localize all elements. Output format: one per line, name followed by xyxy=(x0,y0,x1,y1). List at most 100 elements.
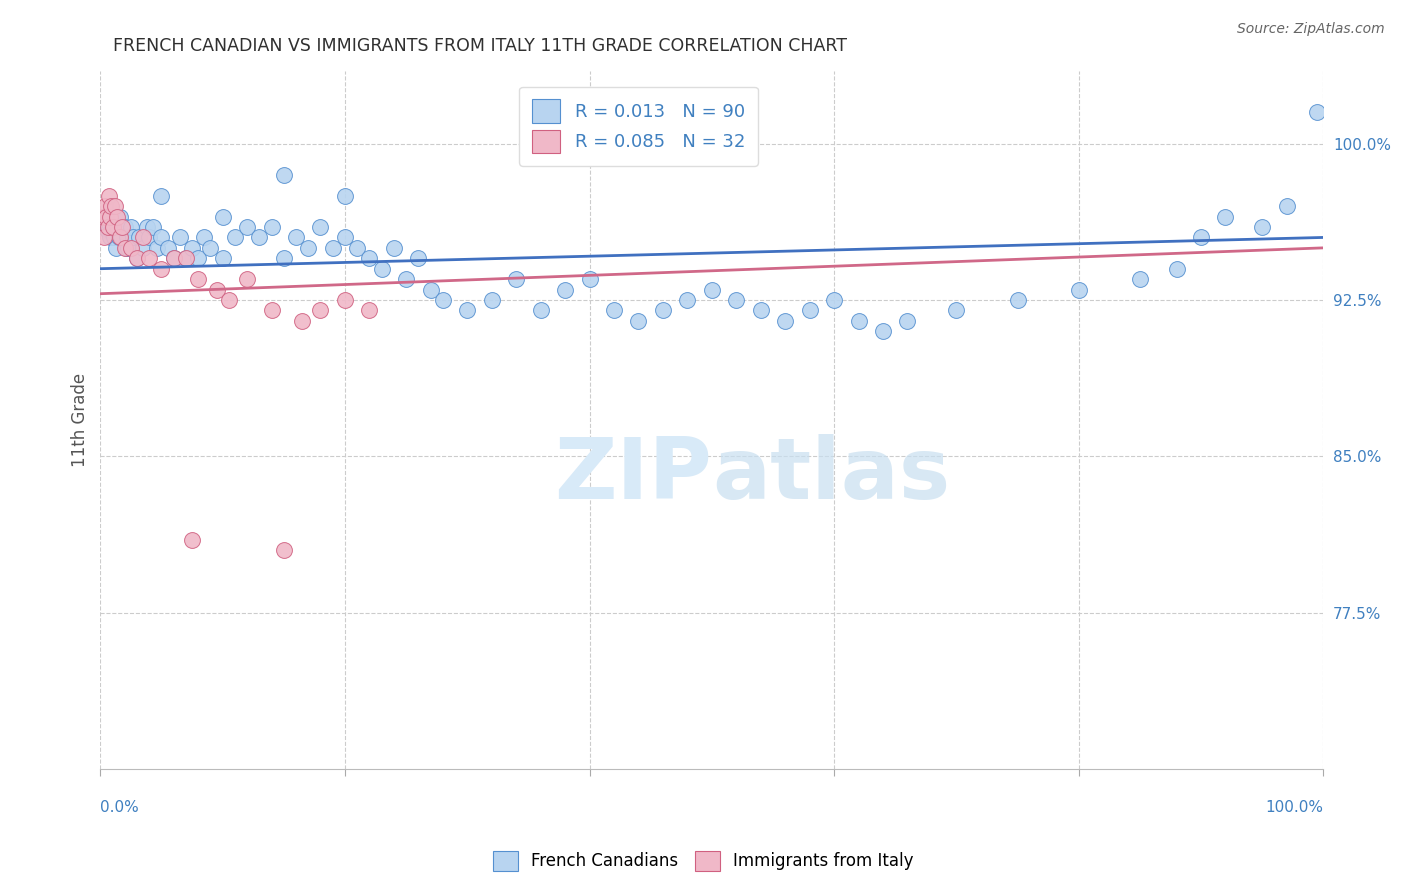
Point xyxy=(115,241,138,255)
Point xyxy=(627,314,650,328)
Point xyxy=(96,220,118,235)
Point xyxy=(93,230,115,244)
Point xyxy=(1215,210,1237,224)
Point xyxy=(96,210,118,224)
Y-axis label: 11th Grade: 11th Grade xyxy=(72,373,89,467)
Legend: R = 0.013   N = 90, R = 0.085   N = 32: R = 0.013 N = 90, R = 0.085 N = 32 xyxy=(519,87,758,166)
Text: Source: ZipAtlas.com: Source: ZipAtlas.com xyxy=(1237,22,1385,37)
Point xyxy=(163,252,186,266)
Point xyxy=(100,224,122,238)
Point xyxy=(100,199,122,213)
Point xyxy=(603,303,626,318)
Point xyxy=(1251,220,1274,235)
Point xyxy=(432,293,454,307)
Point xyxy=(122,230,145,244)
Point xyxy=(104,210,127,224)
Point xyxy=(110,230,132,244)
Point xyxy=(297,241,319,255)
Point xyxy=(218,293,240,307)
Point xyxy=(322,241,344,255)
Point xyxy=(359,252,381,266)
Point xyxy=(200,241,222,255)
Point xyxy=(97,216,120,230)
Point xyxy=(145,241,167,255)
Text: atlas: atlas xyxy=(711,434,950,517)
Point xyxy=(505,272,527,286)
Point xyxy=(260,220,283,235)
Point xyxy=(896,314,918,328)
Point xyxy=(117,241,139,255)
Point xyxy=(333,230,356,244)
Point xyxy=(91,220,114,235)
Point xyxy=(138,252,160,266)
Point xyxy=(193,230,215,244)
Point xyxy=(260,303,283,318)
Point xyxy=(309,303,332,318)
Point xyxy=(94,199,117,213)
Point xyxy=(370,261,392,276)
Point xyxy=(107,230,129,244)
Point xyxy=(273,543,295,558)
Point xyxy=(382,241,405,255)
Point xyxy=(1007,293,1029,307)
Point xyxy=(114,241,136,255)
Legend: French Canadians, Immigrants from Italy: French Canadians, Immigrants from Italy xyxy=(484,842,922,880)
Point xyxy=(273,252,295,266)
Point xyxy=(111,220,134,235)
Point xyxy=(174,252,197,266)
Point xyxy=(138,230,160,244)
Point xyxy=(333,188,356,202)
Point xyxy=(529,303,551,318)
Point xyxy=(163,252,186,266)
Point xyxy=(125,252,148,266)
Point xyxy=(1275,199,1298,213)
Point xyxy=(128,230,150,244)
Point xyxy=(187,272,209,286)
Point xyxy=(91,210,114,224)
Point xyxy=(150,188,173,202)
Point xyxy=(135,220,157,235)
Point xyxy=(578,272,600,286)
Point xyxy=(309,220,332,235)
Point xyxy=(408,252,430,266)
Point xyxy=(132,230,155,244)
Point xyxy=(120,220,142,235)
Point xyxy=(181,241,204,255)
Point xyxy=(125,252,148,266)
Point xyxy=(108,230,131,244)
Point xyxy=(419,283,441,297)
Point xyxy=(98,210,121,224)
Point xyxy=(395,272,418,286)
Point xyxy=(142,220,165,235)
Point xyxy=(156,241,179,255)
Point xyxy=(105,241,128,255)
Point xyxy=(554,283,576,297)
Point xyxy=(848,314,870,328)
Point xyxy=(799,303,821,318)
Point xyxy=(205,283,228,297)
Point xyxy=(181,533,204,547)
Point xyxy=(291,314,314,328)
Point xyxy=(1129,272,1152,286)
Point xyxy=(169,230,191,244)
Point xyxy=(456,303,478,318)
Point xyxy=(117,230,139,244)
Point xyxy=(481,293,503,307)
Point xyxy=(700,283,723,297)
Point xyxy=(285,230,308,244)
Point xyxy=(1166,261,1188,276)
Point xyxy=(132,241,155,255)
Point xyxy=(773,314,796,328)
Point xyxy=(94,210,117,224)
Point xyxy=(107,220,129,235)
Point xyxy=(945,303,967,318)
Point xyxy=(104,199,127,213)
Point xyxy=(676,293,699,307)
Point xyxy=(103,230,125,244)
Point xyxy=(236,272,259,286)
Point xyxy=(749,303,772,318)
Point xyxy=(247,230,270,244)
Point xyxy=(101,220,124,235)
Point xyxy=(111,220,134,235)
Point xyxy=(174,252,197,266)
